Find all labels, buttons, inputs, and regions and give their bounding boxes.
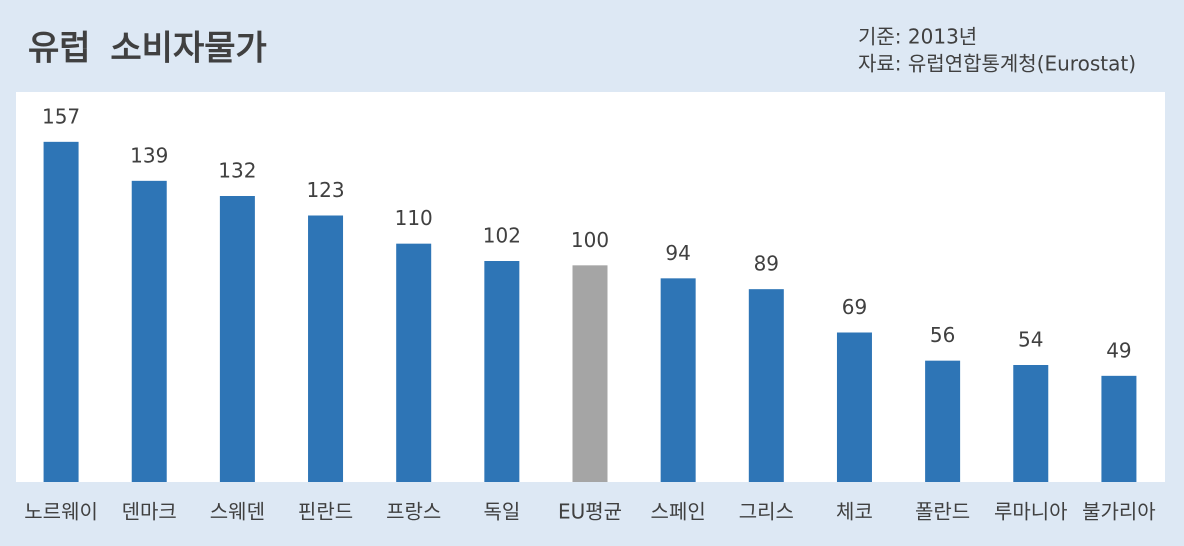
value-label: 102: [483, 224, 521, 248]
bar: [219, 196, 255, 482]
bar: [484, 261, 520, 482]
value-label: 100: [571, 228, 609, 252]
value-label: 123: [306, 178, 344, 202]
x-tick-label: 불가리아: [1082, 500, 1156, 524]
x-tick-label: EU평균: [558, 500, 622, 524]
bar: [660, 278, 696, 482]
value-label: 49: [1106, 338, 1131, 362]
bar: [1101, 375, 1137, 482]
value-label: 89: [754, 252, 779, 276]
bar: [836, 332, 872, 482]
bar: [925, 360, 961, 482]
x-tick-label: 독일: [483, 500, 520, 524]
bar: [308, 215, 344, 482]
value-label: 94: [665, 241, 690, 265]
x-tick-label: 노르웨이: [24, 500, 98, 524]
x-tick-label: 체코: [836, 500, 873, 524]
x-tick-label: 프랑스: [386, 500, 441, 524]
bar: [396, 243, 432, 482]
note: 기준: 2013년: [858, 25, 977, 49]
value-label: 69: [842, 295, 867, 319]
x-tick-label: 폴란드: [915, 500, 970, 524]
x-tick-label: 핀란드: [298, 500, 353, 524]
note: 자료: 유럽연합통계청(Eurostat): [858, 52, 1136, 76]
bar: [572, 265, 608, 482]
chart-title: 유럽 소비자물가: [28, 29, 267, 69]
bar: [748, 289, 784, 482]
value-label: 56: [930, 323, 955, 347]
value-label: 54: [1018, 328, 1043, 352]
x-tick-label: 루마니아: [994, 500, 1068, 524]
x-tick-label: 그리스: [739, 500, 794, 524]
value-label: 139: [130, 143, 168, 167]
bar: [131, 180, 167, 483]
value-label: 157: [42, 104, 80, 128]
bar: [43, 141, 79, 483]
x-tick-label: 덴마크: [122, 500, 177, 524]
bar: [1013, 365, 1049, 482]
value-label: 110: [395, 206, 433, 230]
x-tick-label: 스페인: [651, 500, 706, 524]
value-label: 132: [218, 159, 256, 183]
x-tick-label: 스웨덴: [210, 500, 265, 524]
